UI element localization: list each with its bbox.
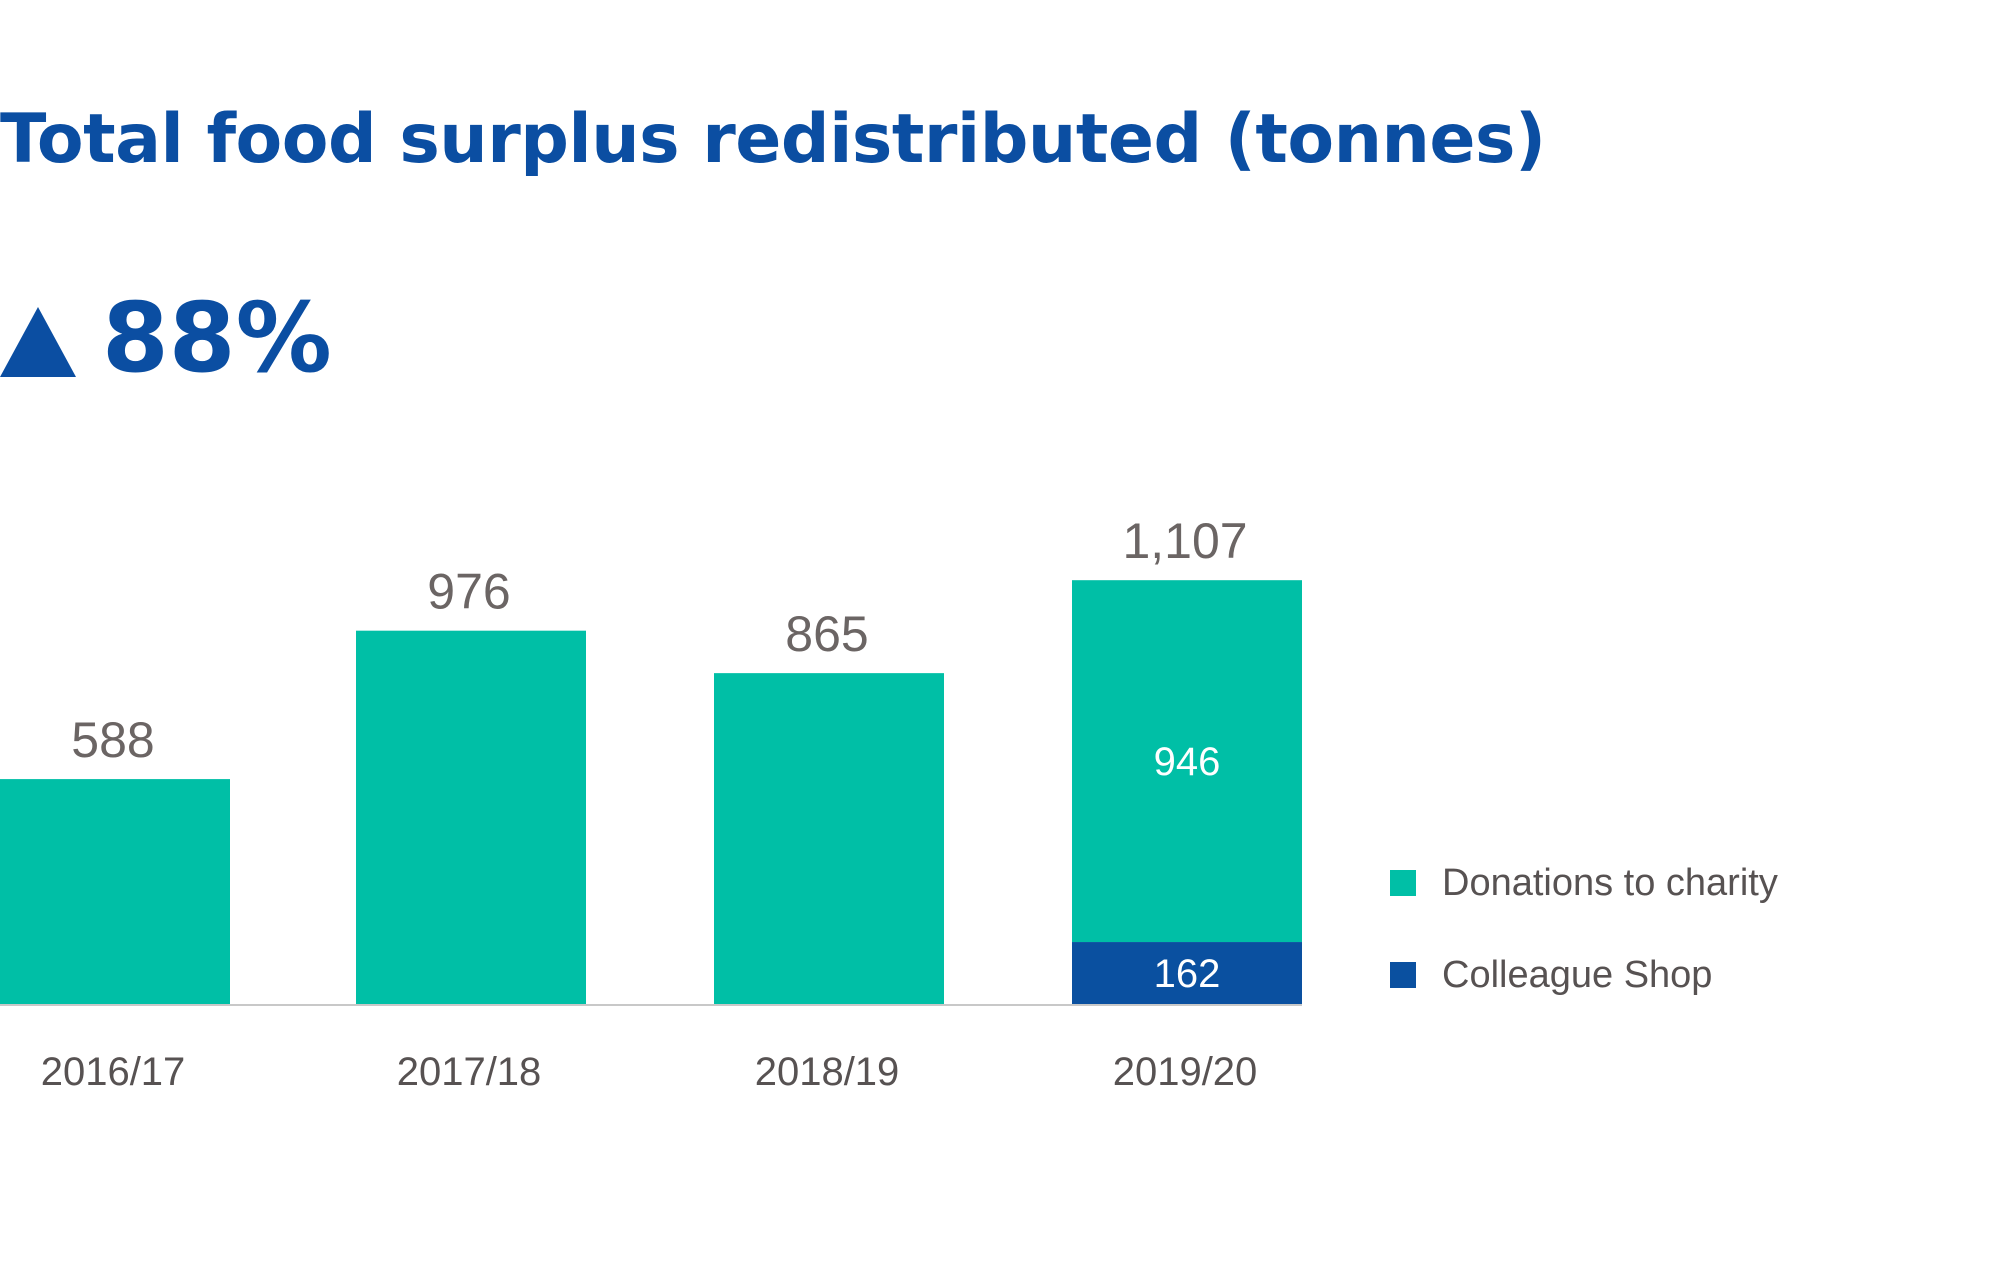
- bar-donations-to-charity-2019-20: [1072, 580, 1302, 943]
- bar-colleague-shop-2019-20: [1072, 942, 1302, 1004]
- total-label-2019-20: 1,107: [1122, 513, 1247, 569]
- chart-title: Total food surplus redistributed (tonnes…: [0, 100, 1546, 179]
- legend-label-donations: Donations to charity: [1442, 861, 1778, 904]
- x-tick-2019-20: 2019/20: [1113, 1050, 1258, 1094]
- x-tick-2016-17: 2016/17: [41, 1050, 186, 1094]
- x-tick-2018-19: 2018/19: [755, 1050, 900, 1094]
- labels-group: 588 2016/17 976 2017/18 865 2018/19 162 946 1,10…: [41, 513, 1258, 1094]
- bar-donations-to-charity-2018-19: [714, 673, 944, 1004]
- legend-swatch-donations: [1390, 870, 1416, 896]
- legend-swatch-colleague-shop: [1390, 962, 1416, 988]
- change-value: 88%: [102, 282, 332, 394]
- legend-label-colleague-shop: Colleague Shop: [1442, 953, 1713, 996]
- triangle-up-icon: [0, 307, 76, 377]
- x-tick-2017-18: 2017/18: [397, 1050, 542, 1094]
- bars-group: [0, 580, 1302, 1004]
- legend-item-colleague-shop: Colleague Shop: [1390, 952, 1778, 998]
- change-indicator: 88%: [0, 282, 332, 394]
- segment-label-donations-to-charity-2019-20: 946: [1154, 740, 1221, 784]
- legend-item-donations: Donations to charity: [1390, 860, 1778, 906]
- total-label-2016-17: 588: [71, 712, 154, 768]
- segment-label-colleague-shop-2019-20: 162: [1154, 952, 1221, 996]
- total-label-2018-19: 865: [785, 606, 868, 662]
- legend: Donations to charity Colleague Shop: [1390, 860, 1778, 1044]
- bar-donations-to-charity-2017-18: [356, 630, 586, 1004]
- bar-donations-to-charity-2016-17: [0, 779, 230, 1004]
- total-label-2017-18: 976: [427, 564, 510, 620]
